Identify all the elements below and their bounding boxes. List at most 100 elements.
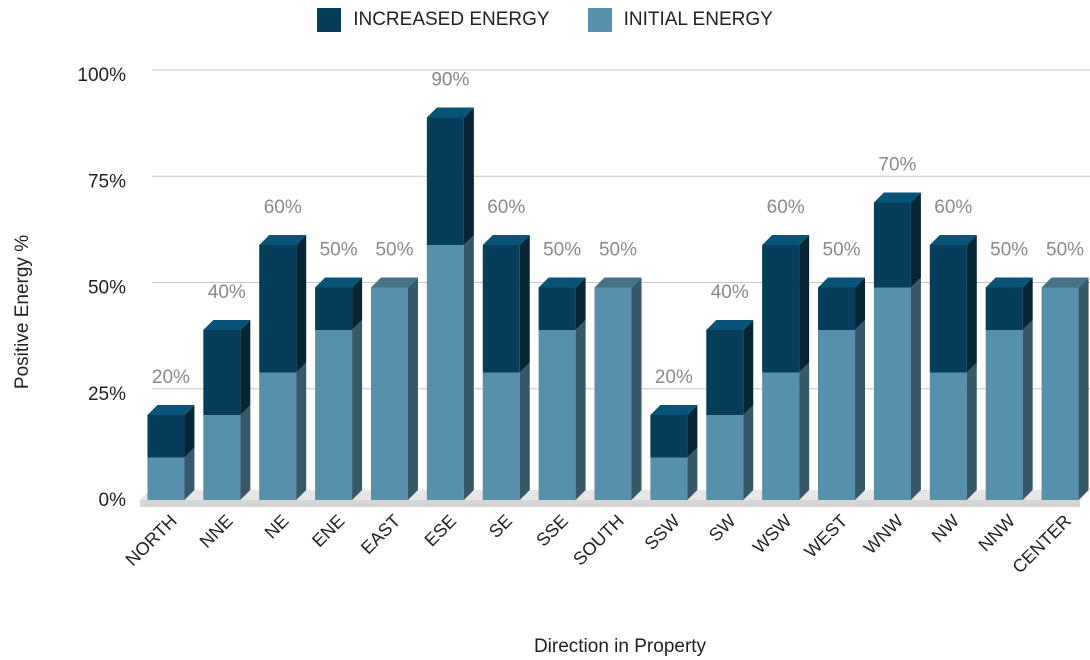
- bar-initial-energy: [706, 415, 744, 500]
- bar-increased-energy: [706, 330, 744, 415]
- bar-top-face: [147, 405, 195, 415]
- x-tick-label: WNW: [860, 511, 907, 558]
- bar-initial-energy: [650, 457, 688, 500]
- bar-increased-energy: [650, 415, 688, 458]
- bar-top-face: [1041, 277, 1089, 288]
- bar-increased-energy: [929, 245, 967, 373]
- bar-top-face: [370, 277, 418, 288]
- data-label: 50%: [543, 240, 581, 261]
- bar-top-face: [426, 107, 474, 118]
- bar-side-increased-energy: [743, 320, 754, 415]
- bar-side-increased-energy: [910, 192, 921, 288]
- x-tick-label: SE: [485, 511, 516, 542]
- bar-top-face: [482, 235, 530, 245]
- data-label: 50%: [823, 240, 861, 261]
- data-label: 60%: [264, 197, 302, 218]
- legend-item-increased-energy: INCREASED ENERGY: [317, 8, 550, 32]
- bar-increased-energy: [985, 287, 1023, 330]
- bar-initial-energy: [594, 287, 632, 500]
- y-tick-label: 100%: [77, 65, 126, 86]
- data-label: 60%: [934, 197, 972, 218]
- bar-side-initial-energy: [296, 362, 307, 500]
- bar-side-increased-energy: [1022, 277, 1033, 330]
- bar-side-increased-energy: [184, 405, 195, 458]
- y-tick-label: 0%: [99, 490, 127, 511]
- bar-side-initial-energy: [910, 277, 921, 500]
- data-label: 50%: [599, 240, 637, 261]
- bar-top-face: [873, 192, 921, 203]
- bar-side-initial-energy: [743, 405, 754, 500]
- bar-initial-energy: [426, 245, 464, 500]
- bar-side-increased-energy: [240, 320, 251, 415]
- bar-side-initial-energy: [799, 362, 810, 500]
- bar-top-face: [706, 320, 754, 330]
- data-label: 60%: [487, 197, 525, 218]
- x-tick-label: CENTER: [1008, 511, 1074, 577]
- legend-swatch-initial-energy: [587, 8, 612, 32]
- x-tick-label: NORTH: [122, 511, 181, 570]
- y-tick-label: 25%: [88, 384, 126, 405]
- bar-increased-energy: [818, 287, 856, 330]
- data-label: 40%: [711, 282, 749, 303]
- bar-increased-energy: [482, 245, 520, 373]
- bar-side-initial-energy: [1078, 277, 1089, 500]
- bar-initial-energy: [1041, 287, 1079, 500]
- bar-side-initial-energy: [855, 320, 866, 500]
- bar-side-initial-energy: [240, 405, 251, 500]
- bar-increased-energy: [873, 202, 911, 288]
- bar-side-initial-energy: [352, 320, 363, 500]
- y-tick-label: 75%: [88, 171, 126, 192]
- x-tick-label: SOUTH: [569, 511, 628, 570]
- bar-initial-energy: [985, 330, 1023, 500]
- bar-top-face: [259, 235, 307, 245]
- data-label: 50%: [375, 240, 413, 261]
- bar-top-face: [762, 235, 810, 245]
- bar-side-initial-energy: [1022, 320, 1033, 500]
- data-label: 70%: [878, 155, 916, 176]
- y-tick-label: 50%: [88, 278, 126, 299]
- bar-top-face: [929, 235, 977, 245]
- data-label: 60%: [767, 197, 805, 218]
- chart-floor-edge: [140, 500, 1080, 507]
- chart-legend: INCREASED ENERGY INITIAL ENERGY: [0, 8, 1090, 32]
- data-label: 50%: [990, 240, 1028, 261]
- legend-label-initial-energy: INITIAL ENERGY: [623, 9, 773, 30]
- data-label: 90%: [431, 70, 469, 91]
- bar-increased-energy: [259, 245, 297, 373]
- bar-side-initial-energy: [575, 320, 586, 500]
- bar-side-increased-energy: [519, 235, 530, 373]
- bar-increased-energy: [426, 117, 464, 245]
- bar-side-increased-energy: [687, 405, 698, 458]
- data-label: 50%: [1046, 240, 1084, 261]
- data-label: 20%: [655, 367, 693, 388]
- x-tick-label: NW: [928, 511, 963, 546]
- bar-side-increased-energy: [296, 235, 307, 373]
- data-label: 50%: [320, 240, 358, 261]
- bar-top-face: [315, 277, 363, 288]
- bar-side-increased-energy: [799, 235, 810, 373]
- bar-initial-energy: [259, 372, 297, 500]
- bar-increased-energy: [762, 245, 800, 373]
- x-tick-label: SW: [705, 511, 740, 546]
- x-tick-label: WEST: [800, 511, 851, 562]
- bar-side-initial-energy: [631, 277, 642, 500]
- bar-side-initial-energy: [519, 362, 530, 500]
- bar-side-initial-energy: [966, 362, 977, 500]
- x-tick-label: NE: [261, 511, 293, 543]
- bar-top-face: [818, 277, 866, 288]
- bar-side-increased-energy: [575, 277, 586, 330]
- bar-initial-energy: [315, 330, 353, 500]
- bar-initial-energy: [818, 330, 856, 500]
- bar-side-initial-energy: [184, 447, 195, 500]
- bar-top-face: [203, 320, 251, 330]
- bar-initial-energy: [482, 372, 520, 500]
- bar-increased-energy: [147, 415, 185, 458]
- bar-increased-energy: [203, 330, 241, 415]
- data-label: 40%: [208, 282, 246, 303]
- x-tick-label: EAST: [357, 511, 404, 558]
- x-tick-label: ESE: [421, 511, 461, 551]
- bar-side-initial-energy: [687, 447, 698, 500]
- x-tick-label: NNW: [974, 511, 1019, 556]
- x-tick-label: SSE: [532, 511, 572, 551]
